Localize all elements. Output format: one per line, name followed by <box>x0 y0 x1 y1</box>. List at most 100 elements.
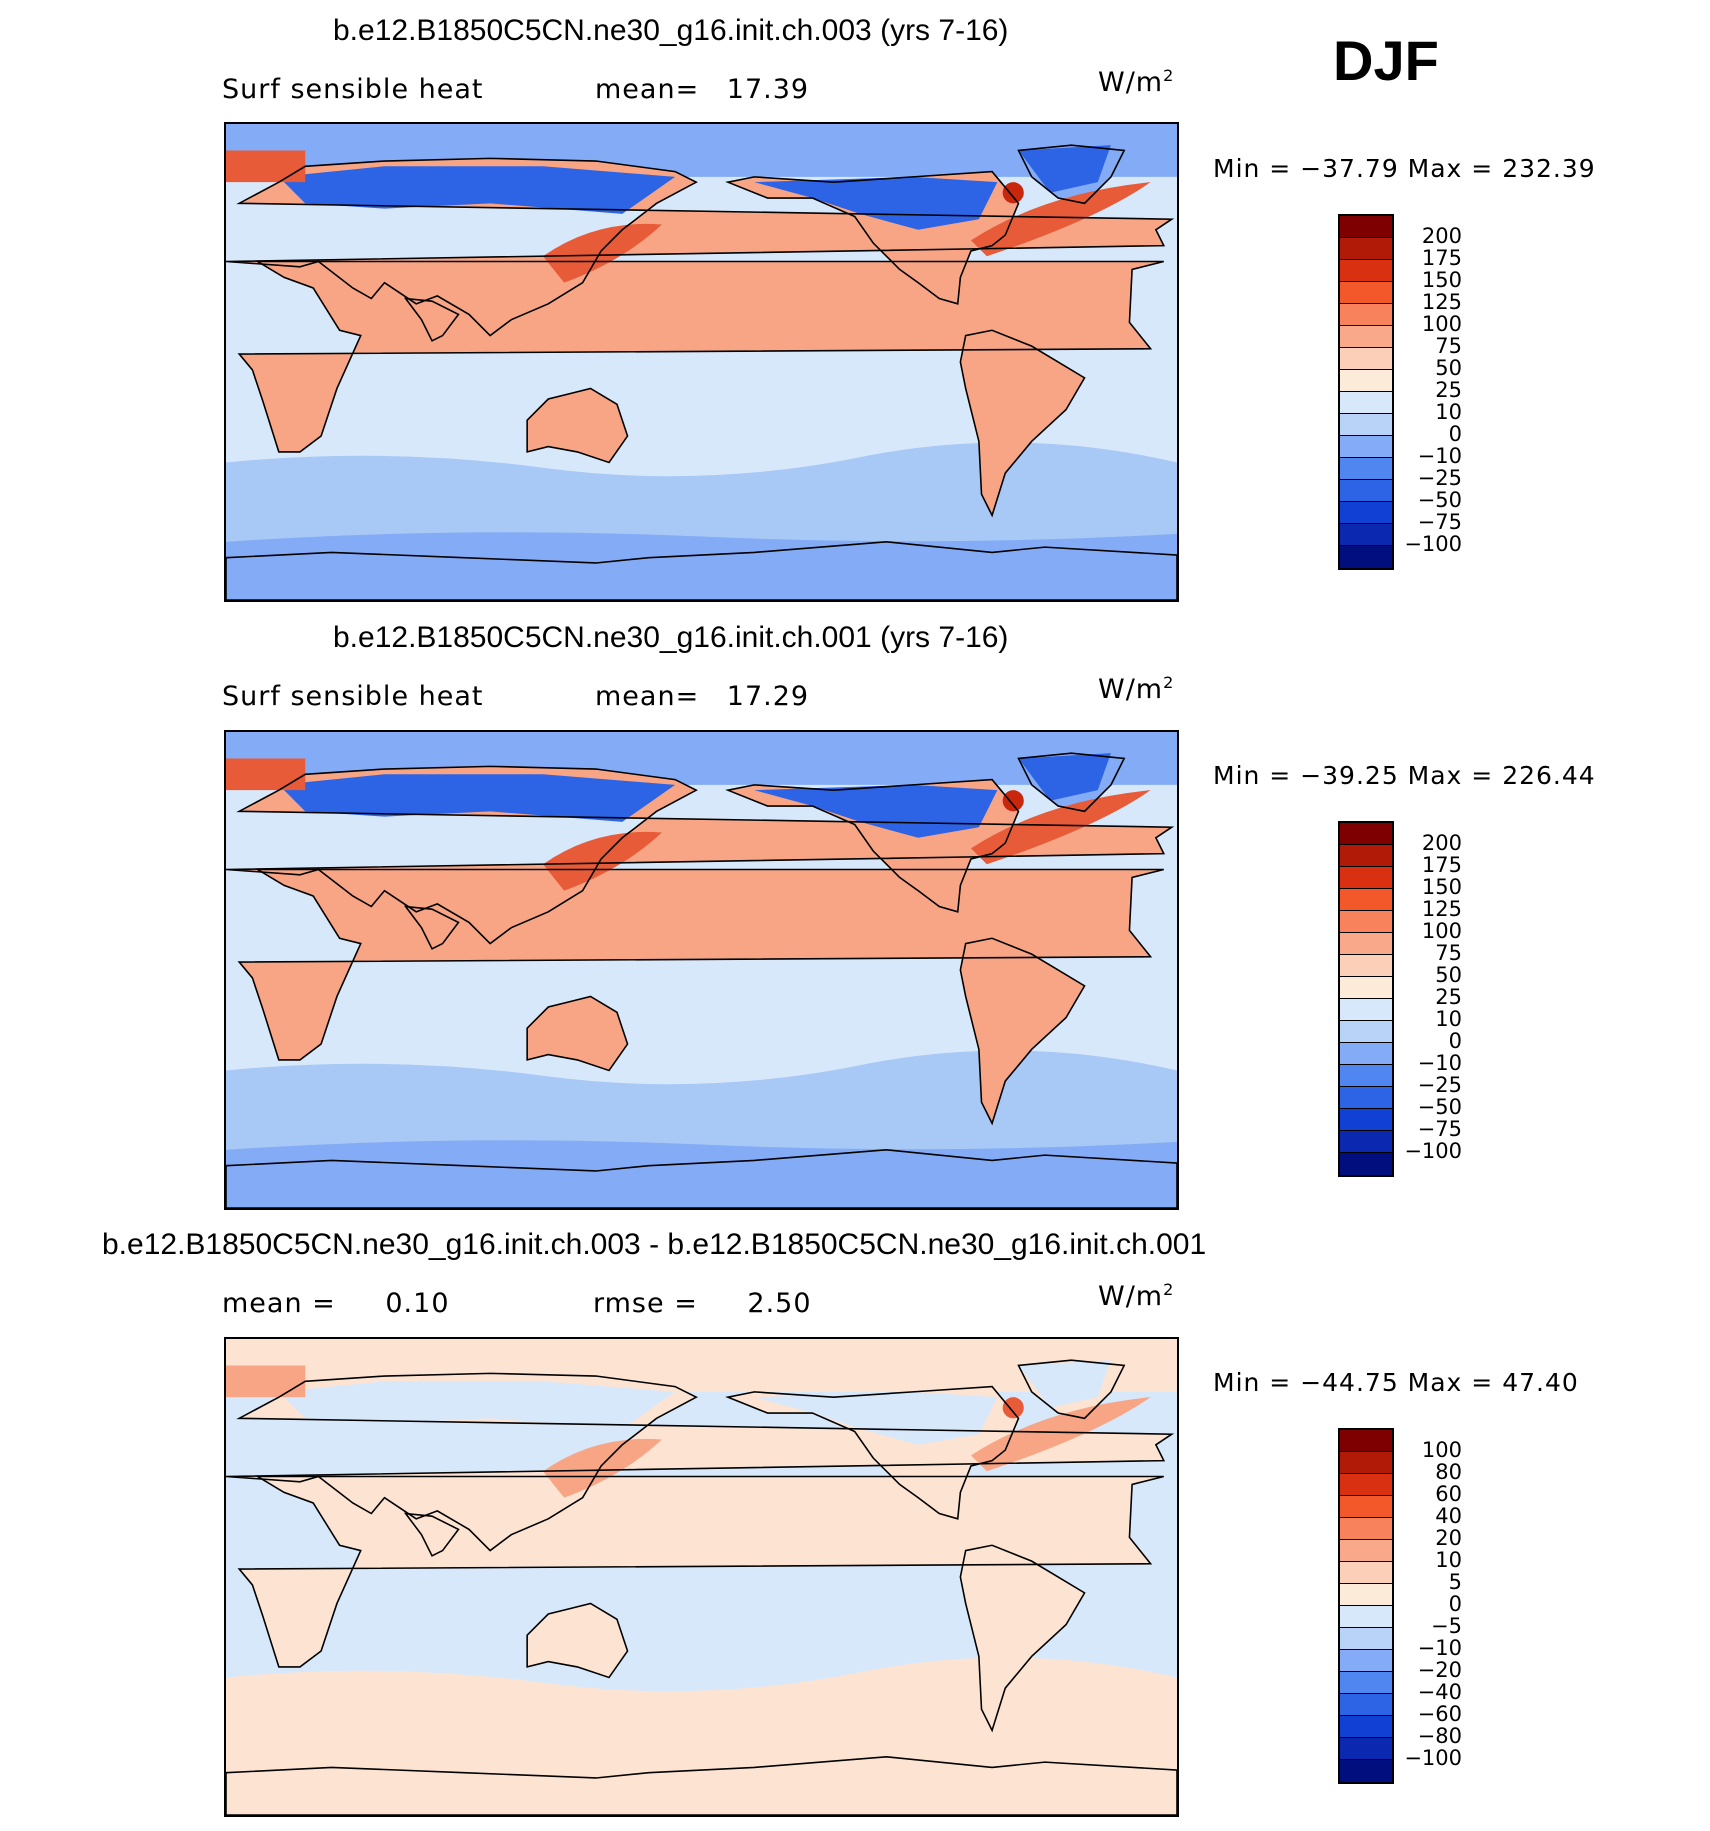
colorbar-tick-label: 10 <box>1435 400 1462 424</box>
colorbar-segment <box>1340 260 1392 282</box>
kuroshio-warm-field <box>543 831 662 891</box>
colorbar-tick-label: 10 <box>1435 1548 1462 1572</box>
mean-value: 17.29 <box>726 681 810 712</box>
colorbar-segment <box>1340 216 1392 238</box>
colorbar-segment <box>1340 889 1392 911</box>
colorbar-tick-label: 40 <box>1435 1504 1462 1528</box>
map-panel <box>224 122 1179 602</box>
colorbar-tick-label: −100 <box>1404 1746 1462 1770</box>
colorbar-tick-label: −80 <box>1417 1724 1462 1748</box>
coastline-antarctica <box>226 1149 1177 1208</box>
colorbar-tick-label: 75 <box>1435 334 1462 358</box>
colorbar-segment <box>1340 1716 1392 1738</box>
colorbar-segment <box>1340 1452 1392 1474</box>
colorbar-segment <box>1340 845 1392 867</box>
colorbar-tick-label: −100 <box>1404 532 1462 556</box>
labrador-peak-field <box>1002 1397 1024 1419</box>
kuroshio-warm-field <box>543 1438 662 1498</box>
cold-land-field-eurasia <box>278 774 676 822</box>
colorbar-tick-label: −25 <box>1417 466 1462 490</box>
diff-mean-value: 0.10 <box>385 1288 450 1319</box>
colorbar-segment <box>1340 1606 1392 1628</box>
coastline-greenland <box>1017 752 1126 813</box>
colorbar-segment <box>1340 436 1392 458</box>
colorbar-segment <box>1340 1584 1392 1606</box>
colorbar-tick-label: 100 <box>1421 919 1462 943</box>
coastline-south-america <box>959 329 1086 518</box>
colorbar-tick-label: 125 <box>1421 290 1462 314</box>
coastline-india <box>403 297 460 342</box>
land-field-south-america <box>960 1545 1085 1731</box>
colorbar-tick-label: −10 <box>1417 1636 1462 1660</box>
colorbar <box>1338 821 1394 1177</box>
colorbar-tick-label: −50 <box>1417 1095 1462 1119</box>
colorbar-labels: 200 175 150 125 100 75 50 25 10 0 −10 −25 −50 −75 −100 <box>1396 821 1462 1173</box>
gulf-stream-warm-field <box>970 182 1151 257</box>
coastline-australia <box>526 387 629 464</box>
colorbar-segment <box>1340 1430 1392 1452</box>
colorbar-tick-label: −5 <box>1431 1614 1462 1638</box>
coastline-north-america <box>725 1385 1020 1520</box>
colorbar-segment <box>1340 348 1392 370</box>
colorbar-tick-label: 60 <box>1435 1482 1462 1506</box>
min-max-label: Min = −44.75 Max = 47.40 <box>1213 1368 1579 1397</box>
colorbar-segment <box>1340 955 1392 977</box>
nordic-seas-warm-field <box>226 150 306 183</box>
world-map <box>226 732 1177 1208</box>
coastline-australia <box>526 995 629 1072</box>
land-field-india <box>405 298 459 341</box>
kuroshio-warm-field <box>543 223 662 283</box>
colorbar-segment <box>1340 1131 1392 1153</box>
colorbar-segment <box>1340 546 1392 568</box>
colorbar-tick-label: −50 <box>1417 488 1462 512</box>
coastline-africa <box>237 868 1164 1061</box>
colorbar-tick-label: 0 <box>1448 1592 1462 1616</box>
colorbar-tick-label: 25 <box>1435 378 1462 402</box>
coastline-europe-asia <box>226 157 1175 337</box>
land-field-australia <box>527 1603 628 1678</box>
colorbar-tick-label: −10 <box>1417 444 1462 468</box>
colorbar-tick-label: −10 <box>1417 1051 1462 1075</box>
colorbar-labels: 100 80 60 40 20 10 5 0 −5 −10 −20 −40 −60 −80 −100 <box>1396 1428 1462 1780</box>
colorbar-tick-label: 200 <box>1421 224 1462 248</box>
mean-label: mean= 17.29 <box>595 681 809 712</box>
colorbar-tick-label: 50 <box>1435 356 1462 380</box>
colorbar-tick-label: 0 <box>1448 422 1462 446</box>
colorbar-tick-label: 150 <box>1421 875 1462 899</box>
colorbar-tick-label: 0 <box>1448 1029 1462 1053</box>
units-exponent: 2 <box>1163 1280 1175 1299</box>
colorbar-tick-label: 125 <box>1421 897 1462 921</box>
colorbar-segment <box>1340 1021 1392 1043</box>
land-field-australia <box>527 388 628 463</box>
colorbar-tick-label: −75 <box>1417 510 1462 534</box>
mean-label-text: mean= <box>595 74 700 105</box>
diff-mean-label-text: mean = <box>222 1288 336 1319</box>
colorbar-tick-label: 175 <box>1421 246 1462 270</box>
rmse-value: 2.50 <box>747 1288 812 1319</box>
map-panel <box>224 1337 1179 1817</box>
units-base: W/m <box>1098 1281 1164 1312</box>
cold-land-field-eurasia <box>278 166 676 214</box>
colorbar-tick-label: 20 <box>1435 1526 1462 1550</box>
units-label: W/m2 <box>1098 673 1174 705</box>
colorbar-segment <box>1340 1087 1392 1109</box>
colorbar-tick-label: 5 <box>1448 1570 1462 1594</box>
units-base: W/m <box>1098 67 1164 98</box>
coastline-north-america <box>725 778 1020 913</box>
colorbar-segment <box>1340 480 1392 502</box>
land-field-antarctica <box>226 1756 1177 1815</box>
colorbar-tick-label: 25 <box>1435 985 1462 1009</box>
colorbar-segment <box>1340 933 1392 955</box>
coastline-india <box>403 905 460 950</box>
coastline-australia <box>526 1602 629 1679</box>
colorbar-tick-label: 200 <box>1421 831 1462 855</box>
panel-title: b.e12.B1850C5CN.ne30_g16.init.ch.003 (yr… <box>333 14 1009 47</box>
colorbar-tick-label: 150 <box>1421 268 1462 292</box>
units-exponent: 2 <box>1163 673 1175 692</box>
panel-title: b.e12.B1850C5CN.ne30_g16.init.ch.003 - b… <box>102 1228 1207 1261</box>
colorbar-segment <box>1340 304 1392 326</box>
coastline-africa <box>237 1475 1164 1668</box>
coastline-north-america <box>725 170 1020 305</box>
coastline-south-america <box>959 1544 1086 1733</box>
variable-label: Surf sensible heat <box>222 74 484 105</box>
